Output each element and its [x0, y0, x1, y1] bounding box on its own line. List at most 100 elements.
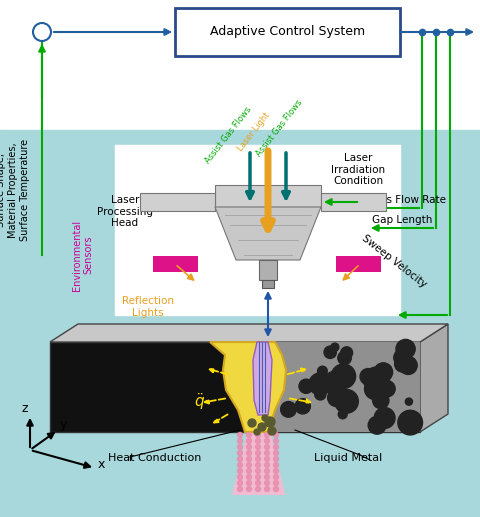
- Circle shape: [274, 433, 278, 437]
- Bar: [259, 260, 277, 280]
- Circle shape: [265, 417, 275, 427]
- Text: Sweep Velocity: Sweep Velocity: [360, 234, 428, 290]
- Circle shape: [274, 480, 278, 485]
- Bar: [321, 193, 386, 211]
- Circle shape: [247, 438, 252, 444]
- Circle shape: [295, 399, 311, 414]
- Circle shape: [268, 427, 276, 435]
- Circle shape: [399, 356, 417, 374]
- Circle shape: [264, 450, 269, 455]
- Circle shape: [238, 433, 242, 437]
- Circle shape: [396, 339, 415, 359]
- Circle shape: [33, 23, 51, 41]
- Polygon shape: [253, 342, 272, 415]
- Circle shape: [395, 356, 410, 372]
- Circle shape: [238, 450, 242, 455]
- Circle shape: [331, 364, 356, 388]
- Circle shape: [262, 415, 268, 421]
- Bar: [270, 342, 420, 432]
- Circle shape: [254, 429, 260, 435]
- Circle shape: [398, 410, 422, 435]
- Circle shape: [264, 486, 269, 492]
- Circle shape: [338, 410, 347, 419]
- Bar: [175, 8, 400, 56]
- Circle shape: [368, 416, 386, 434]
- Text: Gap Length: Gap Length: [372, 215, 432, 225]
- Circle shape: [309, 376, 323, 390]
- Text: Assist Gas Flows: Assist Gas Flows: [254, 98, 304, 158]
- Circle shape: [274, 450, 278, 455]
- Text: Surface Shape,
Material Properties,
Surface Temperature: Surface Shape, Material Properties, Surf…: [0, 139, 30, 241]
- Circle shape: [255, 468, 261, 474]
- Circle shape: [264, 445, 269, 449]
- Circle shape: [335, 389, 359, 413]
- Circle shape: [274, 475, 278, 479]
- Circle shape: [318, 366, 327, 376]
- Circle shape: [238, 463, 242, 467]
- Polygon shape: [210, 342, 286, 432]
- Circle shape: [255, 475, 261, 479]
- Circle shape: [394, 349, 411, 367]
- Text: z: z: [22, 402, 28, 415]
- Circle shape: [324, 346, 336, 358]
- Text: Laser
Processing
Head: Laser Processing Head: [97, 195, 153, 228]
- Circle shape: [374, 363, 393, 382]
- Circle shape: [238, 445, 242, 449]
- Text: Laser
Irradiation
Condition: Laser Irradiation Condition: [331, 153, 385, 186]
- Text: Assist Gas Flows: Assist Gas Flows: [203, 105, 253, 165]
- Circle shape: [247, 463, 252, 467]
- Bar: [262, 280, 274, 288]
- Circle shape: [255, 433, 261, 437]
- Circle shape: [247, 445, 252, 449]
- Circle shape: [247, 475, 252, 479]
- Circle shape: [264, 438, 269, 444]
- Circle shape: [405, 398, 412, 405]
- Bar: [50, 342, 420, 432]
- Bar: [336, 256, 381, 272]
- Text: $\ddot{q}$: $\ddot{q}$: [194, 391, 205, 413]
- Circle shape: [247, 468, 252, 474]
- Bar: [0, 130, 480, 517]
- Circle shape: [374, 407, 395, 429]
- Polygon shape: [232, 430, 285, 495]
- Circle shape: [238, 457, 242, 462]
- Circle shape: [264, 480, 269, 485]
- Circle shape: [331, 343, 339, 351]
- Bar: [115, 145, 400, 315]
- Circle shape: [264, 457, 269, 462]
- Circle shape: [255, 450, 261, 455]
- Circle shape: [274, 457, 278, 462]
- Circle shape: [264, 468, 269, 474]
- Circle shape: [238, 480, 242, 485]
- Circle shape: [274, 438, 278, 444]
- Circle shape: [281, 402, 296, 417]
- Text: Gas Flow Rate: Gas Flow Rate: [372, 195, 446, 205]
- Circle shape: [238, 468, 242, 474]
- Circle shape: [238, 438, 242, 444]
- Circle shape: [274, 463, 278, 467]
- Circle shape: [364, 378, 386, 400]
- Circle shape: [247, 433, 252, 437]
- Circle shape: [264, 433, 269, 437]
- Circle shape: [315, 389, 326, 400]
- Circle shape: [248, 419, 256, 427]
- Circle shape: [258, 423, 266, 431]
- Circle shape: [247, 457, 252, 462]
- Circle shape: [299, 379, 313, 393]
- Circle shape: [274, 468, 278, 474]
- Text: Environmental
Sensors: Environmental Sensors: [72, 219, 94, 291]
- Text: y: y: [60, 418, 67, 431]
- Circle shape: [363, 367, 389, 393]
- Polygon shape: [215, 207, 321, 260]
- Polygon shape: [420, 324, 448, 432]
- Circle shape: [247, 480, 252, 485]
- Text: x: x: [98, 458, 106, 471]
- Circle shape: [372, 392, 389, 408]
- Circle shape: [255, 445, 261, 449]
- Circle shape: [255, 463, 261, 467]
- Text: Heat Conduction: Heat Conduction: [108, 453, 202, 463]
- Circle shape: [328, 389, 345, 406]
- Circle shape: [274, 445, 278, 449]
- Circle shape: [247, 450, 252, 455]
- Circle shape: [255, 486, 261, 492]
